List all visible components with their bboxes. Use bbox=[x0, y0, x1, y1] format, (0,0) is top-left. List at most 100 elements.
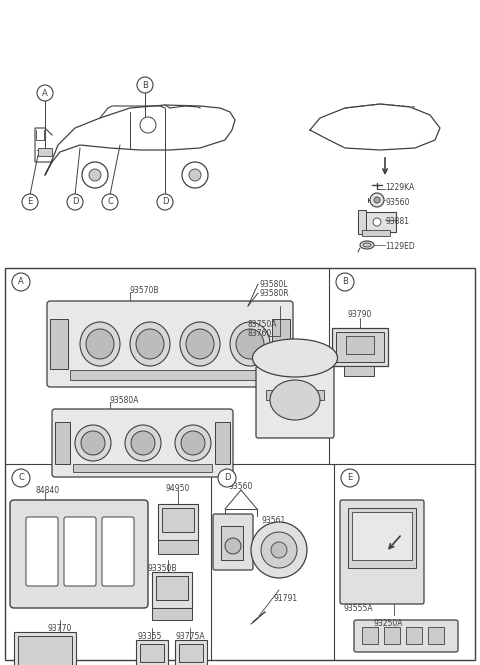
Bar bbox=[348, 508, 416, 568]
Bar bbox=[156, 576, 188, 600]
Bar bbox=[162, 508, 194, 532]
Ellipse shape bbox=[360, 241, 374, 249]
Circle shape bbox=[157, 194, 173, 210]
Bar bbox=[428, 627, 444, 644]
Ellipse shape bbox=[252, 339, 337, 377]
Text: 94950: 94950 bbox=[165, 484, 190, 493]
Circle shape bbox=[225, 538, 241, 554]
Text: 93790: 93790 bbox=[348, 310, 372, 319]
Bar bbox=[362, 230, 390, 236]
Ellipse shape bbox=[86, 329, 114, 359]
Text: 93555A: 93555A bbox=[344, 604, 373, 613]
Bar bbox=[158, 540, 198, 554]
Text: A: A bbox=[18, 277, 24, 287]
Ellipse shape bbox=[125, 425, 161, 461]
Text: 93580A: 93580A bbox=[110, 396, 140, 405]
Circle shape bbox=[189, 169, 201, 181]
Ellipse shape bbox=[130, 322, 170, 366]
Circle shape bbox=[37, 85, 53, 101]
Ellipse shape bbox=[270, 380, 320, 420]
Bar bbox=[175, 640, 207, 665]
FancyBboxPatch shape bbox=[26, 517, 58, 586]
Text: 93580L: 93580L bbox=[260, 280, 288, 289]
Text: 93881: 93881 bbox=[385, 217, 409, 226]
Text: 93770: 93770 bbox=[48, 624, 72, 633]
Circle shape bbox=[374, 197, 380, 203]
Text: 84840: 84840 bbox=[35, 486, 59, 495]
Circle shape bbox=[67, 194, 83, 210]
Bar bbox=[344, 366, 374, 376]
Circle shape bbox=[251, 522, 307, 578]
Text: 83760: 83760 bbox=[248, 329, 272, 338]
Text: 93250A: 93250A bbox=[374, 619, 404, 628]
Bar bbox=[266, 390, 324, 400]
Bar bbox=[152, 572, 192, 608]
Text: 93560: 93560 bbox=[229, 482, 253, 491]
Text: B: B bbox=[342, 277, 348, 287]
Bar bbox=[14, 632, 76, 665]
Bar bbox=[38, 148, 52, 156]
Text: D: D bbox=[224, 473, 230, 483]
Bar bbox=[352, 512, 412, 560]
Circle shape bbox=[137, 77, 153, 93]
Ellipse shape bbox=[80, 322, 120, 366]
Bar bbox=[384, 627, 400, 644]
Text: 93561: 93561 bbox=[261, 516, 285, 525]
FancyBboxPatch shape bbox=[256, 366, 334, 438]
Bar bbox=[272, 319, 290, 369]
Ellipse shape bbox=[186, 329, 214, 359]
Ellipse shape bbox=[230, 322, 270, 366]
Circle shape bbox=[261, 532, 297, 568]
Circle shape bbox=[370, 193, 384, 207]
Circle shape bbox=[82, 162, 108, 188]
FancyBboxPatch shape bbox=[102, 517, 134, 586]
Bar bbox=[18, 636, 72, 665]
Text: C: C bbox=[107, 198, 113, 207]
Circle shape bbox=[218, 469, 236, 487]
Bar bbox=[152, 608, 192, 620]
Text: 83750A: 83750A bbox=[248, 320, 277, 329]
Circle shape bbox=[12, 273, 30, 291]
Text: E: E bbox=[348, 473, 353, 483]
Circle shape bbox=[182, 162, 208, 188]
Circle shape bbox=[373, 218, 381, 226]
Bar bbox=[346, 336, 374, 354]
Circle shape bbox=[89, 169, 101, 181]
Text: D: D bbox=[72, 198, 78, 207]
Bar bbox=[406, 627, 422, 644]
Circle shape bbox=[271, 542, 287, 558]
Bar bbox=[358, 212, 396, 232]
Ellipse shape bbox=[363, 243, 371, 247]
Ellipse shape bbox=[81, 431, 105, 455]
FancyBboxPatch shape bbox=[340, 500, 424, 604]
Bar bbox=[70, 370, 270, 380]
Ellipse shape bbox=[180, 322, 220, 366]
Circle shape bbox=[336, 273, 354, 291]
Bar bbox=[221, 526, 243, 560]
FancyBboxPatch shape bbox=[64, 517, 96, 586]
Bar bbox=[336, 332, 384, 362]
Ellipse shape bbox=[131, 431, 155, 455]
Ellipse shape bbox=[175, 425, 211, 461]
Ellipse shape bbox=[181, 431, 205, 455]
Bar bbox=[158, 504, 198, 540]
Bar bbox=[358, 210, 366, 234]
Bar bbox=[73, 464, 212, 472]
Bar bbox=[362, 627, 378, 644]
Text: C: C bbox=[18, 473, 24, 483]
Text: 93775A: 93775A bbox=[175, 632, 204, 641]
Text: 93350B: 93350B bbox=[148, 564, 178, 573]
Text: A: A bbox=[42, 88, 48, 98]
Text: B: B bbox=[142, 80, 148, 90]
Text: 1229KA: 1229KA bbox=[385, 183, 414, 192]
Text: 1129ED: 1129ED bbox=[385, 242, 415, 251]
Ellipse shape bbox=[75, 425, 111, 461]
Circle shape bbox=[140, 117, 156, 133]
FancyBboxPatch shape bbox=[52, 409, 233, 477]
FancyBboxPatch shape bbox=[354, 620, 458, 652]
Text: E: E bbox=[27, 198, 33, 207]
Bar bbox=[332, 328, 388, 366]
Bar bbox=[179, 644, 203, 662]
Circle shape bbox=[22, 194, 38, 210]
Text: 93560: 93560 bbox=[385, 198, 409, 207]
